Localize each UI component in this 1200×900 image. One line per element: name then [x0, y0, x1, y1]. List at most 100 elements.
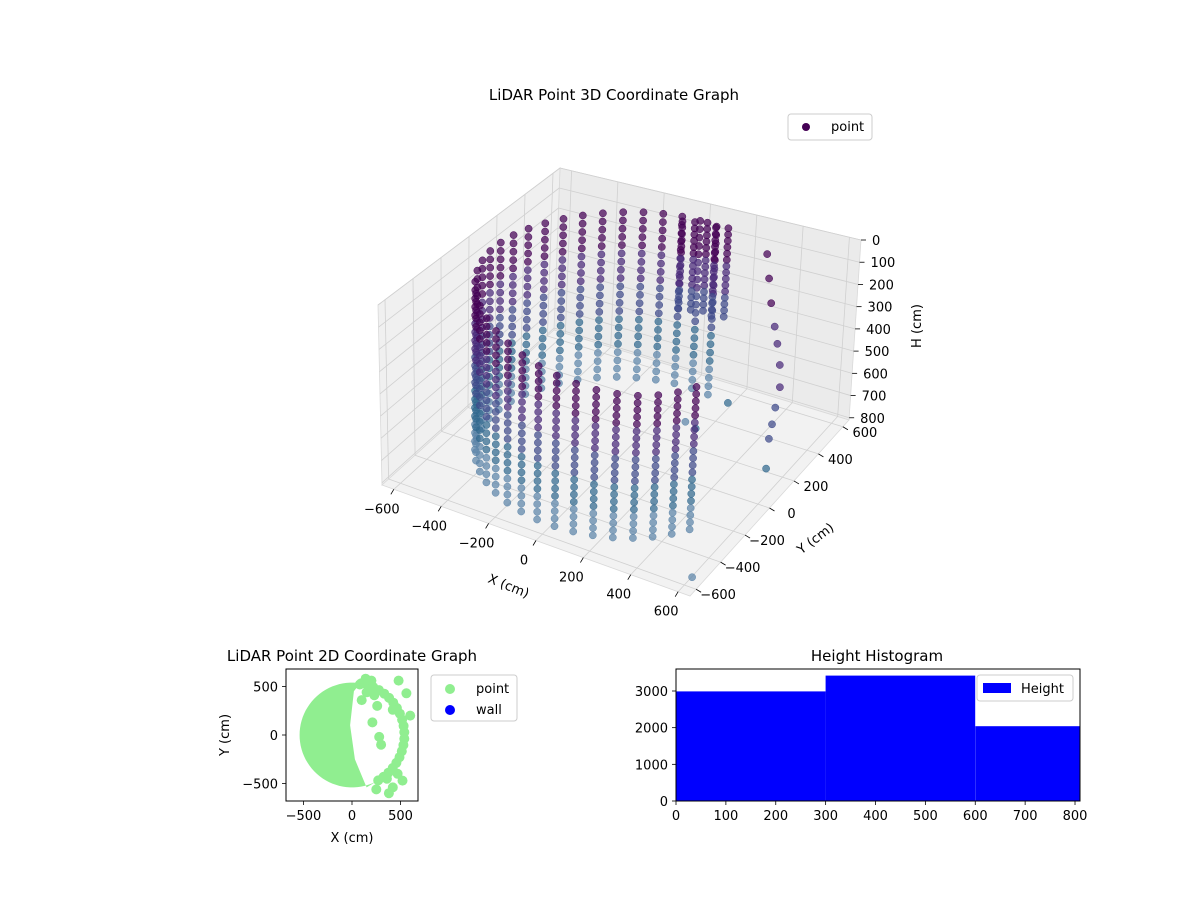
- point-3d: [571, 394, 580, 403]
- point-3d: [670, 371, 679, 379]
- point-3d: [533, 515, 541, 524]
- x-tick-label-2d: −500: [286, 809, 322, 824]
- y-tick-label-3d: −200: [749, 534, 785, 549]
- point-3d: [615, 307, 624, 315]
- point-3d: [653, 342, 662, 351]
- point-3d: [639, 216, 647, 225]
- point-3d: [571, 424, 580, 432]
- point-3d: [475, 467, 484, 476]
- point-3d: [503, 474, 512, 483]
- point-3d: [770, 322, 779, 331]
- point-3d: [591, 436, 599, 445]
- point-3d: [540, 260, 549, 269]
- point-3d: [686, 511, 695, 520]
- point-3d: [476, 359, 484, 368]
- point-3d: [768, 420, 776, 429]
- point-3d: [609, 512, 618, 520]
- point-3d: [496, 238, 505, 247]
- point-3d: [503, 411, 512, 419]
- point-3d: [475, 426, 484, 434]
- z-tick-label-3d: 400: [866, 323, 891, 338]
- point-3d: [569, 512, 578, 521]
- point-3d: [612, 425, 620, 434]
- point-3d: [503, 419, 512, 427]
- point-3d: [550, 514, 559, 523]
- x-tick-3d: [627, 574, 632, 580]
- point-3d: [706, 348, 714, 357]
- point-3d: [551, 484, 559, 493]
- point-3d: [486, 247, 495, 255]
- point-3d: [503, 458, 512, 467]
- point-3d: [591, 429, 600, 438]
- point-3d: [589, 502, 598, 511]
- point-3d: [523, 299, 531, 307]
- point-3d: [635, 299, 644, 308]
- point-3d: [577, 252, 586, 261]
- point-3d: [518, 374, 527, 383]
- point-3d: [534, 392, 543, 401]
- point-3d: [517, 476, 526, 485]
- legend-2d-point-label: point: [476, 682, 509, 697]
- point-3d: [569, 498, 578, 506]
- chart-2d-title: LiDAR Point 2D Coordinate Graph: [227, 647, 477, 665]
- point-3d: [687, 497, 695, 505]
- point-3d: [551, 477, 560, 485]
- point-3d: [482, 462, 491, 470]
- point-3d: [691, 411, 699, 420]
- point-3d: [523, 282, 532, 291]
- point-3d: [504, 371, 512, 380]
- point-2d: [393, 675, 404, 686]
- point-3d: [651, 469, 660, 477]
- point-3d: [471, 277, 480, 286]
- point-3d: [524, 224, 533, 233]
- x-tick-label-3d: −200: [459, 536, 495, 551]
- point-3d: [482, 470, 491, 479]
- point-3d: [597, 242, 606, 250]
- point-3d: [482, 355, 491, 364]
- point-3d: [671, 452, 679, 460]
- point-3d: [668, 522, 676, 531]
- x-axis-label-2d: X (cm): [331, 831, 374, 846]
- point-3d: [669, 487, 678, 496]
- point-3d: [657, 243, 666, 251]
- point-2d: [356, 695, 367, 706]
- point-3d: [491, 464, 500, 473]
- point-3d: [771, 403, 780, 412]
- point-3d: [599, 209, 607, 218]
- point-3d: [508, 297, 517, 306]
- point-3d: [616, 290, 624, 299]
- point-3d: [485, 305, 494, 314]
- point-3d: [609, 519, 618, 527]
- point-3d: [649, 504, 658, 513]
- point-3d: [595, 299, 604, 308]
- point-3d: [613, 390, 621, 398]
- point-3d: [486, 255, 495, 264]
- point-3d: [533, 446, 542, 455]
- point-3d: [569, 527, 578, 536]
- point-3d: [670, 459, 679, 467]
- point-3d: [612, 404, 621, 413]
- point-3d: [482, 314, 491, 323]
- point-3d: [670, 466, 679, 475]
- point-3d: [552, 431, 560, 440]
- point-3d: [669, 494, 678, 503]
- point-3d: [669, 501, 677, 510]
- point-3d: [517, 499, 526, 508]
- point-3d: [651, 476, 659, 485]
- point-3d: [517, 437, 526, 446]
- point-3d: [632, 434, 641, 443]
- point-3d: [476, 310, 484, 318]
- point-3d: [496, 247, 505, 255]
- point-3d: [613, 348, 622, 357]
- point-3d: [632, 365, 641, 374]
- point-3d: [610, 497, 618, 506]
- y-tick-label-2d: −500: [242, 778, 278, 793]
- point-3d: [591, 415, 600, 423]
- point-3d: [594, 332, 603, 341]
- point-3d: [632, 441, 640, 450]
- point-3d: [552, 386, 561, 395]
- z-tick-label-3d: 0: [872, 234, 880, 249]
- point-3d: [524, 257, 532, 266]
- point-2d: [381, 773, 392, 784]
- legend-2d: point wall: [430, 674, 518, 722]
